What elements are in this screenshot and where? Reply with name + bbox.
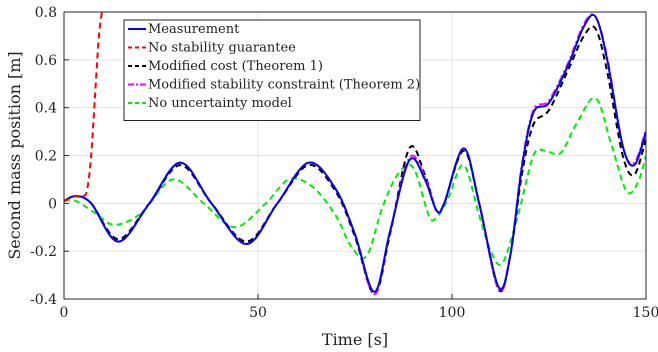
legend-entry: No stability guarantee bbox=[148, 41, 296, 56]
x-axis-label: Time [s] bbox=[322, 330, 388, 349]
legend: Measurement No stability guarantee Modifie… bbox=[123, 19, 421, 121]
y-tick-label: 0.2 bbox=[35, 149, 57, 165]
legend-entry: No uncertainty model bbox=[148, 96, 292, 111]
legend-entry: Modified cost (Theorem 1) bbox=[148, 59, 323, 74]
series-line-no-stability-guarantee bbox=[64, 12, 104, 202]
y-tick-label: -0.4 bbox=[30, 292, 57, 308]
x-tick-label: 50 bbox=[249, 305, 267, 321]
y-tick-label: -0.2 bbox=[30, 244, 57, 260]
y-axis-label: Second mass position [m] bbox=[5, 51, 24, 259]
y-tick-label: 0 bbox=[48, 196, 57, 212]
x-tick-label: 150 bbox=[633, 305, 658, 321]
x-tick-label: 100 bbox=[439, 305, 466, 321]
series-layer bbox=[64, 12, 646, 296]
ticks: 0 50 100 150 -0.4 -0.2 0 0.2 0.4 0.6 0.8 bbox=[30, 5, 658, 321]
y-tick-label: 0.8 bbox=[35, 5, 57, 21]
x-tick-label: 0 bbox=[60, 305, 69, 321]
legend-entry: Measurement bbox=[148, 22, 240, 37]
y-tick-label: 0.4 bbox=[35, 101, 57, 117]
legend-entry: Modified stability constraint (Theorem 2… bbox=[148, 78, 420, 93]
legend-box bbox=[123, 19, 421, 121]
series-line-measurement bbox=[64, 13, 646, 293]
series-line-no-uncertainty-model bbox=[64, 96, 646, 266]
y-tick-label: 0.6 bbox=[35, 53, 57, 69]
